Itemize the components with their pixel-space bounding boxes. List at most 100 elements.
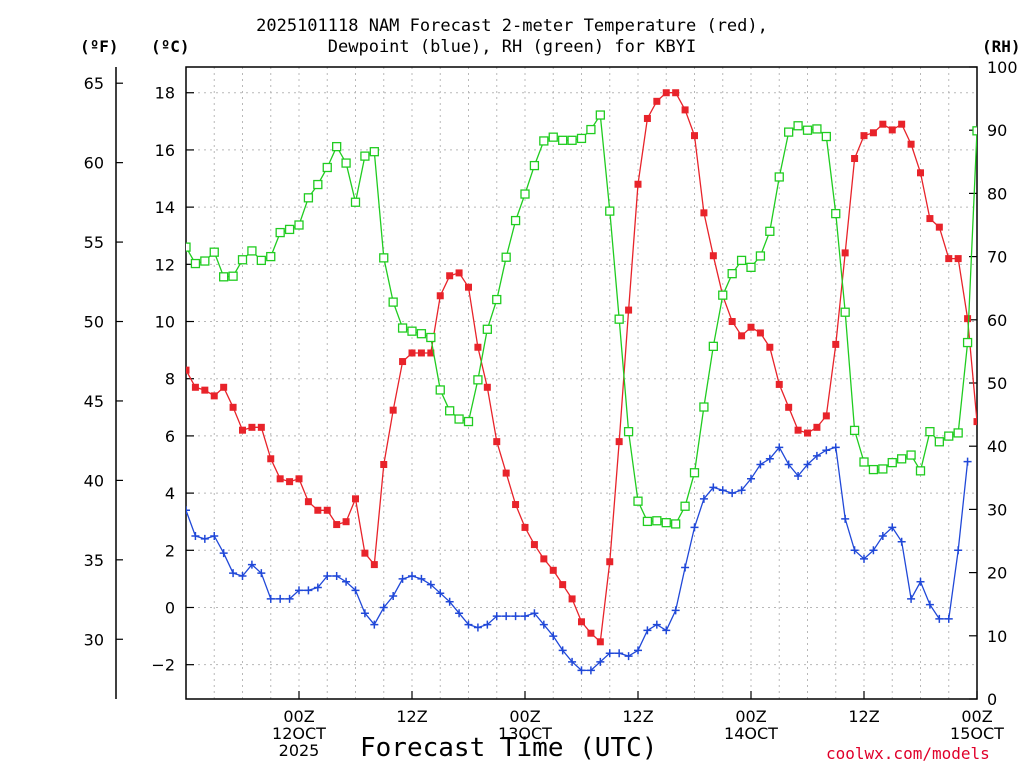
temperature-point [530,541,538,549]
rh-point [360,151,370,161]
temperature-point [210,392,218,400]
rh-point [266,251,276,262]
series-group [186,110,977,529]
dewpoint-point [304,586,313,595]
dewpoint-point [671,606,680,615]
dewpoint-point [916,577,925,586]
temperature-point [785,403,793,411]
temperature-point [672,89,680,97]
x-axis-label: Forecast Time (UTC) [360,733,658,763]
dewpoint-point [709,483,718,492]
rh-point [887,457,897,468]
dewpoint-point [615,649,624,658]
chart-title: 2025101118 NAM Forecast 2-meter Temperat… [256,16,768,36]
dewpoint-point [398,574,407,583]
dewpoint-point [897,537,906,546]
dewpoint-point [831,443,840,452]
rh-point [313,179,323,190]
fahrenheit-tick-label: 60 [84,154,104,173]
dewpoint-point [888,523,897,532]
x-tick-label: 00Z [735,707,766,726]
rh-point [397,323,408,333]
rh-point [925,427,935,437]
dewpoint-point [568,657,577,666]
temperature-point [587,629,595,637]
rh-point [284,224,295,235]
dewpoint-point [426,580,435,589]
temperature-point [323,506,331,514]
temperature-point [964,315,972,323]
rh-point [765,226,775,236]
x-tick-label: 2025 [279,741,320,760]
dewpoint-point [295,586,303,595]
dewpoint-point [389,592,398,601]
rh-axis-label: (RH) [982,37,1021,56]
temperature-point [493,438,501,446]
credit-link[interactable]: coolwx.com/models [826,744,990,763]
chart-subtitle: Dewpoint (blue), RH (green) for KBYI [327,37,697,57]
dewpoint-point [464,620,473,629]
temperature-point [691,132,698,140]
dewpoint-point [313,583,322,592]
celsius-tick-label: 8 [165,370,175,389]
rh-point [567,135,577,145]
rh-point [520,189,530,199]
x-tick-label: 14OCT [724,724,778,743]
temperature-point [568,595,576,603]
x-tick-label: 00Z [283,707,314,726]
dewpoint-point [276,594,285,603]
temperature-point [822,412,830,420]
x-tick-label: 00Z [509,707,540,726]
dewpoint-point [257,569,266,578]
temperature-point [186,366,190,374]
dewpoint-point [549,632,558,641]
dewpoint-point [605,649,614,658]
dewpoint-point [558,646,567,655]
rh-point [501,252,511,262]
dewpoint-point [850,546,859,555]
temperature-point [879,120,887,128]
fahrenheit-tick-label: 40 [84,471,104,490]
rh-point [821,131,831,142]
x-tick-label: 13OCT [498,724,552,743]
rh-tick-label: 80 [987,184,1007,203]
rh-point [341,158,351,168]
rh-point [671,519,681,529]
temperature-point [267,455,275,463]
temperature-point [559,581,567,589]
temperature-point [455,269,463,277]
rh-point [416,329,427,339]
rh-tick-label: 40 [987,437,1007,456]
rh-point [840,307,850,317]
temperature-point [389,406,397,414]
dewpoint-point [360,609,369,618]
dewpoint-point [634,646,642,655]
series-group [186,443,972,675]
dewpoint-point [652,620,661,629]
dewpoint-point [963,457,972,466]
rh-point [379,253,389,263]
celsius-tick-label: 4 [165,484,175,503]
celsius-tick-label: 6 [165,427,175,446]
temperature-point [738,332,746,340]
dewpoint-point [530,609,539,618]
temperature-point [304,498,312,506]
fahrenheit-tick-label: 35 [84,551,104,570]
temperature-point [549,566,557,574]
temperature-point [314,506,322,514]
rh-point [736,255,747,266]
dewpoint-point [681,563,690,572]
dewpoint-point [935,614,944,623]
dewpoint-point [445,597,454,606]
celsius-tick-label: 14 [155,198,175,217]
dewpoint-point [473,623,482,632]
temperature-point [352,495,359,503]
celsius-axis-label: (ºC) [151,37,190,56]
temperature-point [502,469,510,477]
rh-point [350,197,361,207]
temperature-point [700,209,708,217]
rh-point [576,133,587,144]
dewpoint-point [266,594,275,603]
rh-point [482,324,492,334]
